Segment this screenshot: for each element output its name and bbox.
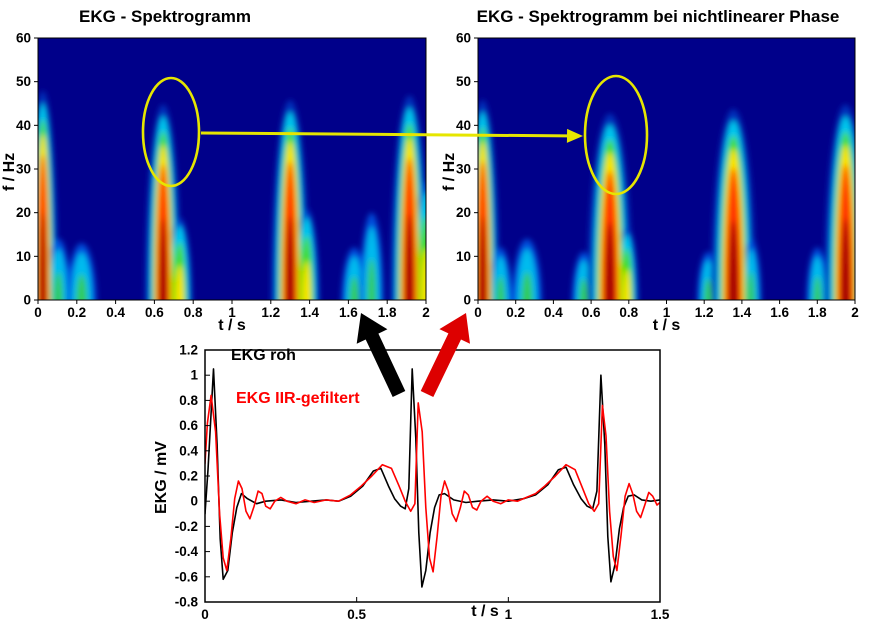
x-tick-label: 1.4 xyxy=(733,305,752,320)
spectrogram-burst xyxy=(53,271,63,300)
x-tick-label: 0 xyxy=(201,607,209,622)
ecg-legend-raw: EKG roh xyxy=(231,347,296,364)
spectrogram-burst xyxy=(159,218,167,300)
left-spectrogram-xlabel: t / s xyxy=(218,317,246,334)
spectrogram-burst xyxy=(349,276,359,300)
y-tick-label: 30 xyxy=(16,162,31,177)
x-tick-label: 0.4 xyxy=(106,305,125,320)
y-tick-label: -0.8 xyxy=(175,595,199,610)
y-tick-label: 20 xyxy=(456,205,471,220)
y-tick-label: 1.2 xyxy=(179,343,198,358)
spectrogram-burst xyxy=(605,222,615,300)
spectrogram-burst xyxy=(579,278,588,300)
y-tick-label: 30 xyxy=(456,162,471,177)
y-tick-label: 50 xyxy=(456,74,471,89)
y-tick-label: 60 xyxy=(16,31,31,46)
y-tick-label: 0 xyxy=(190,494,198,509)
spectrogram-burst xyxy=(421,248,426,300)
x-tick-label: 1.2 xyxy=(261,305,280,320)
y-tick-label: 10 xyxy=(16,249,31,264)
x-tick-label: 1 xyxy=(228,305,236,320)
ecg-trace-1 xyxy=(205,394,660,573)
y-tick-label: -0.2 xyxy=(175,519,198,534)
x-tick-label: 0.6 xyxy=(145,305,164,320)
right-spectrogram-ylabel: f / Hz xyxy=(441,152,458,192)
spectrogram-burst xyxy=(623,269,631,300)
y-tick-label: 60 xyxy=(456,31,471,46)
x-tick-label: 0.2 xyxy=(67,305,86,320)
x-tick-label: 1.5 xyxy=(651,607,670,622)
x-tick-label: 1.2 xyxy=(695,305,714,320)
plot-frame xyxy=(204,349,661,603)
spectrogram-background xyxy=(38,38,426,300)
right-spectrogram-title: EKG - Spektrogramm bei nichtlinearer Pha… xyxy=(476,7,840,26)
ecg-ylabel: EKG / mV xyxy=(153,441,170,515)
spectrogram-burst xyxy=(841,218,851,300)
x-tick-label: 1.4 xyxy=(300,305,319,320)
ecg-xlabel: t / s xyxy=(471,603,499,620)
spectrogram-burst xyxy=(728,220,739,300)
spectrogram-burst xyxy=(405,214,414,300)
y-tick-label: 0 xyxy=(463,293,471,308)
spectrogram-burst xyxy=(813,276,822,300)
x-tick-label: 0 xyxy=(474,305,482,320)
spectrogram-burst xyxy=(367,258,376,300)
y-tick-label: 0.2 xyxy=(179,469,198,484)
ecg-legend-filtered: EKG IIR-gefiltert xyxy=(236,390,360,407)
x-tick-label: 0 xyxy=(34,305,42,320)
x-tick-label: 1 xyxy=(663,305,671,320)
y-tick-label: 50 xyxy=(16,74,31,89)
y-tick-label: -0.6 xyxy=(175,569,199,584)
y-tick-label: 40 xyxy=(16,118,31,133)
spectrogram-burst xyxy=(496,276,505,300)
y-tick-label: -0.4 xyxy=(175,544,199,559)
x-tick-label: 0.5 xyxy=(347,607,366,622)
left-spectrogram-ylabel: f / Hz xyxy=(1,152,18,192)
x-tick-label: 0.8 xyxy=(184,305,203,320)
y-tick-label: 1 xyxy=(190,368,198,383)
left-spectrogram-title: EKG - Spektrogramm xyxy=(79,7,251,26)
spectrogram-burst xyxy=(747,271,755,300)
x-tick-label: 0.8 xyxy=(619,305,638,320)
right-spectrogram-xlabel: t / s xyxy=(652,317,681,334)
spectrogram-burst xyxy=(521,271,533,300)
x-tick-label: 1.6 xyxy=(339,305,358,320)
spectrogram-burst xyxy=(39,212,47,300)
spectrogram-background xyxy=(478,38,855,300)
spectrogram-burst xyxy=(175,264,184,300)
ecg-plot: 0 0.5 1 1.5 -0.8 -0.6 -0.4 -0.2 0 0.2 0.4 0.6 0.8 1 1.… xyxy=(175,343,670,623)
x-tick-label: 1.8 xyxy=(808,305,827,320)
spectrogram-burst xyxy=(286,216,295,300)
x-tick-label: 0.6 xyxy=(582,305,601,320)
y-tick-label: 0.8 xyxy=(179,393,198,408)
spectrogram-burst xyxy=(76,274,88,300)
y-tick-label: 0 xyxy=(23,293,31,308)
y-tick-label: 10 xyxy=(456,249,471,264)
x-tick-label: 2 xyxy=(851,305,859,320)
x-tick-label: 0.4 xyxy=(544,305,563,320)
y-tick-label: 0.4 xyxy=(179,443,198,458)
x-tick-label: 2 xyxy=(422,305,430,320)
y-tick-label: 20 xyxy=(16,205,31,220)
x-tick-label: 1.6 xyxy=(770,305,789,320)
x-tick-label: 1 xyxy=(505,607,513,622)
spectrogram-burst xyxy=(302,260,311,300)
spectrogram-burst xyxy=(704,278,712,300)
y-tick-label: 0.6 xyxy=(179,418,198,433)
x-tick-label: 0.2 xyxy=(506,305,525,320)
spectrogram-burst xyxy=(479,216,487,300)
